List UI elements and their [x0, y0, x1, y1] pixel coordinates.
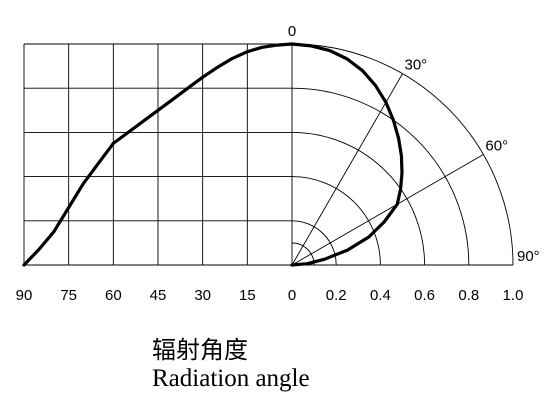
polar-arc: [291, 220, 337, 266]
caption-chinese: 辐射角度: [152, 336, 248, 364]
angle-label: 90°: [517, 248, 540, 265]
polar-radial-line: [291, 73, 403, 266]
polar-intensity-curve: [290, 42, 404, 267]
polar-arc: [291, 43, 514, 266]
angle-label: 30°: [405, 57, 428, 74]
chart-labels: 90 75 60 45 30 15 0 0.2 0.4 0.6 0.8 1.0 0 30° 60° 90°: [16, 23, 540, 304]
r-tick-label: 0.8: [458, 287, 479, 304]
x-tick-label: 0: [288, 287, 296, 304]
r-tick-label: 0.2: [326, 287, 347, 304]
polar-arc: [291, 131, 426, 266]
r-tick-label: 0.6: [414, 287, 435, 304]
polar-arc: [291, 176, 381, 266]
angle-label: 60°: [485, 138, 508, 155]
chart-curves: [22, 42, 404, 267]
x-tick-label: 45: [150, 287, 167, 304]
polar-arc: [291, 87, 470, 266]
x-tick-label: 15: [239, 287, 256, 304]
caption-english: Radiation angle: [152, 365, 310, 392]
x-tick-label: 90: [16, 287, 33, 304]
x-tick-label: 75: [60, 287, 77, 304]
chart-grid: [23, 43, 514, 266]
x-tick-label: 60: [105, 287, 122, 304]
radiation-pattern-chart: 90 75 60 45 30 15 0 0.2 0.4 0.6 0.8 1.0 0 30° 60° 90°: [16, 23, 540, 304]
r-tick-label: 1.0: [503, 287, 524, 304]
rectangular-intensity-curve: [22, 42, 294, 267]
polar-radial-line: [291, 154, 484, 266]
r-tick-label: 0.4: [370, 287, 391, 304]
angle-label: 0: [288, 23, 296, 40]
x-tick-label: 30: [194, 287, 211, 304]
